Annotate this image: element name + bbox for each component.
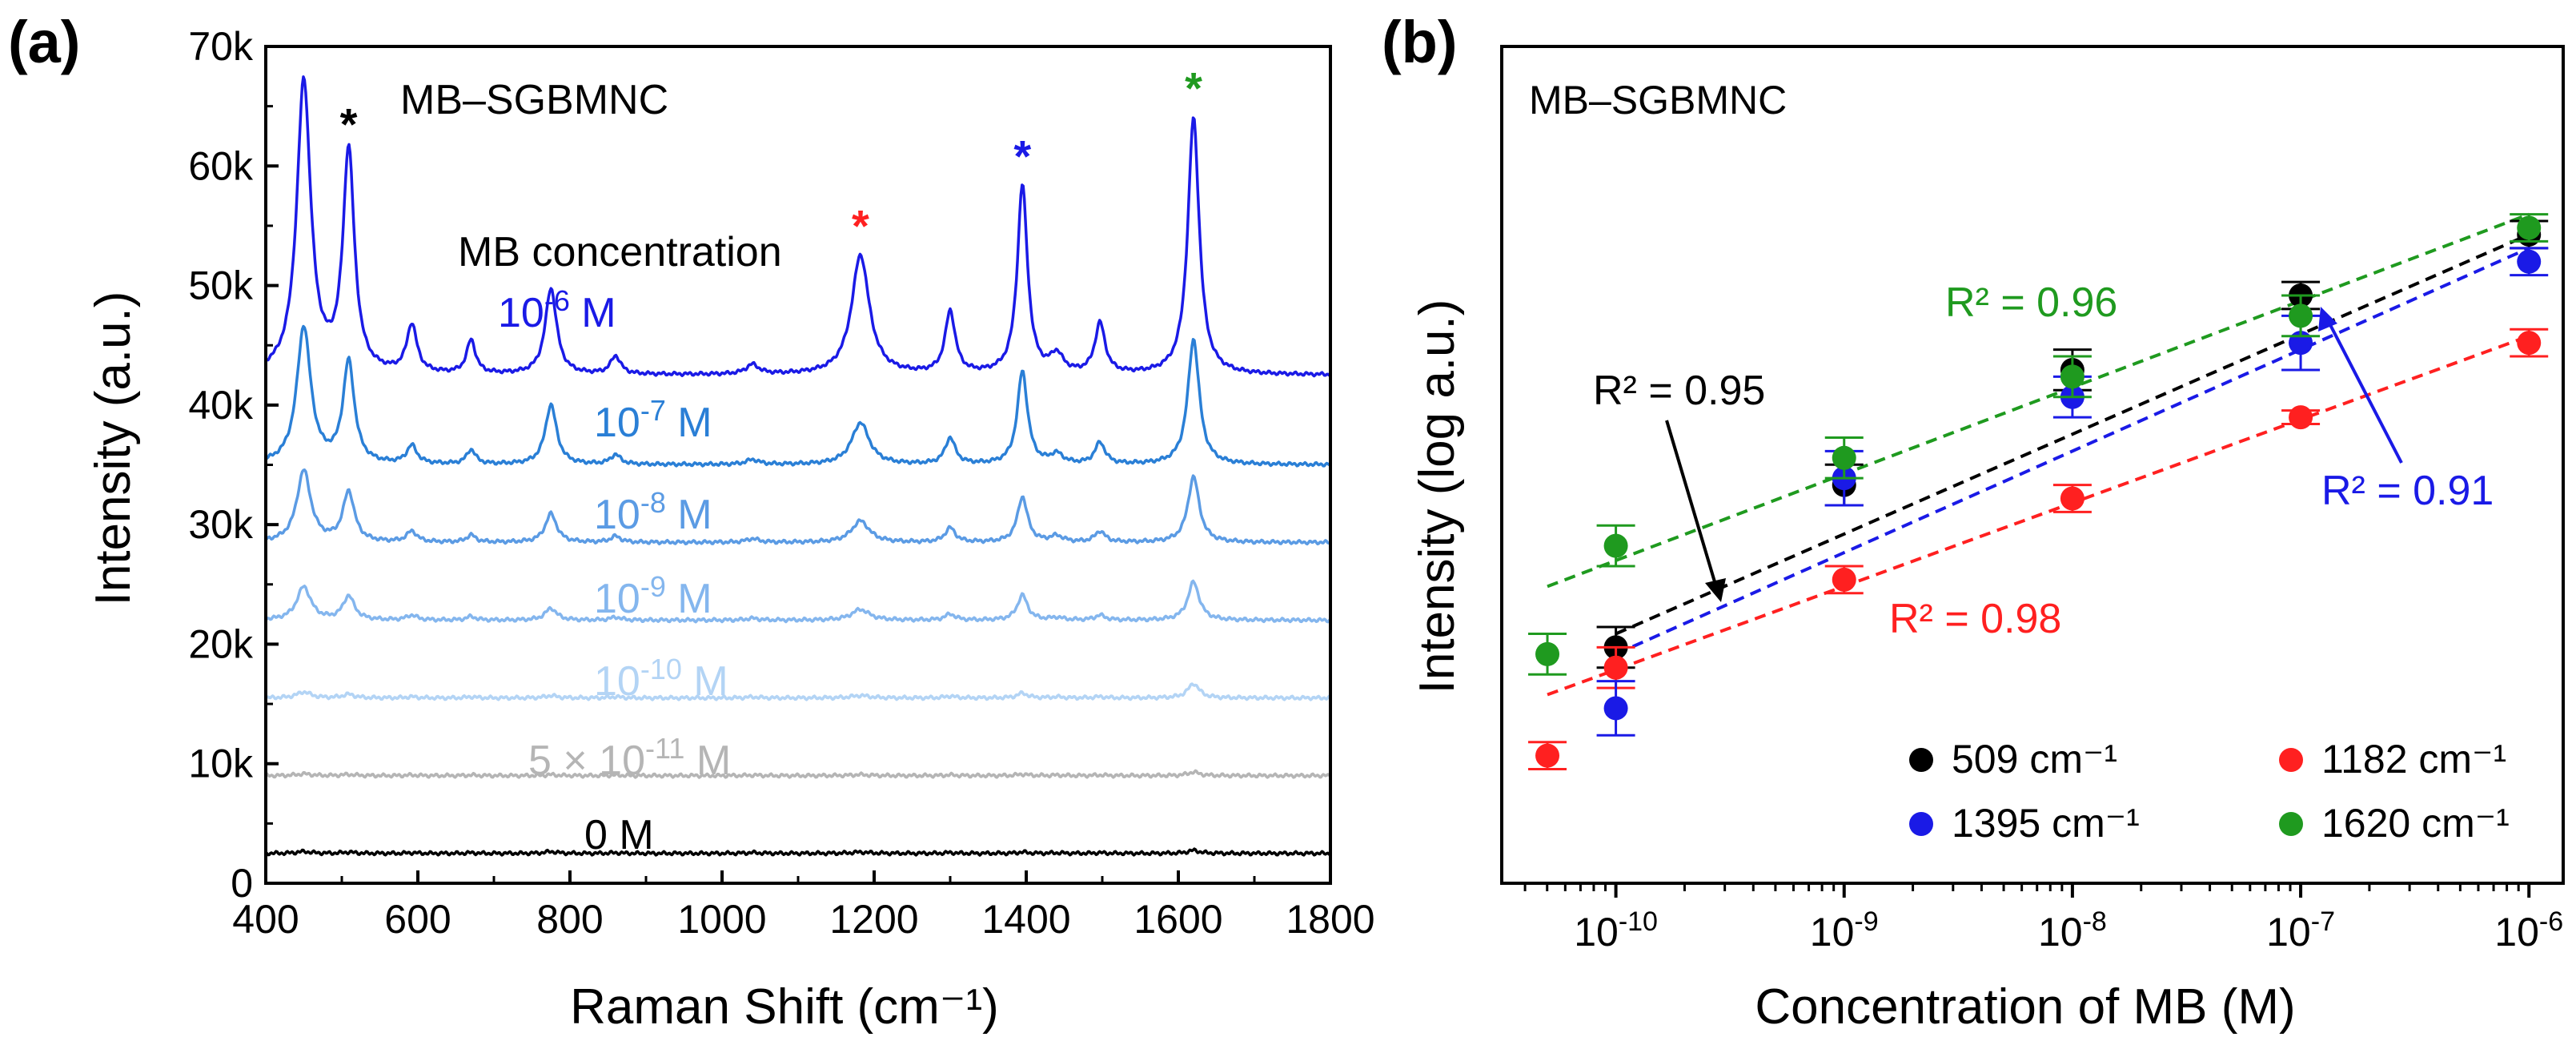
y-axis-label: Intensity (log a.u.) — [1410, 299, 1465, 694]
panel-b-label: (b) — [1382, 9, 1458, 75]
legend-marker — [1909, 748, 1933, 772]
data-points — [1528, 213, 2549, 770]
axis-ticks: 400 600 800 1000 1200 1400 1600 1800 0 10k 20k 30k 4… — [188, 24, 1374, 942]
data-point — [1832, 567, 1856, 592]
legend-marker — [1909, 812, 1933, 836]
curve-label: 0 M — [584, 812, 654, 858]
annotation-arrows — [1665, 307, 2403, 602]
x-tick-label: 10-8 — [2038, 906, 2107, 955]
arrow-509 — [1665, 420, 1719, 593]
legend-marker — [2279, 748, 2303, 772]
data-point — [1603, 533, 1628, 558]
panel-a-title: MB–SGBMNC — [400, 77, 668, 123]
y-tick-label: 40k — [188, 383, 254, 428]
data-point — [2289, 405, 2313, 430]
legend-label: 1620 cm⁻¹ — [2321, 801, 2510, 846]
data-point — [1535, 641, 1560, 666]
x-tick-label: 10-7 — [2266, 906, 2335, 955]
curve-label: 10-6 M — [498, 284, 616, 337]
spectrum-line — [265, 75, 1331, 378]
data-point — [2517, 249, 2542, 274]
r2-label-1620: R² = 0.96 — [1945, 279, 2117, 326]
arrowhead-1395 — [2318, 307, 2337, 332]
x-axis-label: Raman Shift (cm⁻¹) — [570, 979, 999, 1035]
y-tick-label: 50k — [188, 263, 254, 308]
spectrum-line — [265, 769, 1331, 779]
panel-b: (b) Intensity (log a.u.) Concentration o… — [1382, 9, 2565, 1035]
y-tick-label: 10k — [188, 742, 254, 786]
x-tick-label: 800 — [536, 897, 603, 942]
x-axis-label: Concentration of MB (M) — [1755, 979, 2295, 1035]
r2-label-1395: R² = 0.91 — [2321, 468, 2494, 514]
curve-label: 10-9 M — [594, 570, 712, 623]
spectrum-line — [265, 468, 1331, 546]
plot-frame — [264, 45, 1332, 885]
y-tick-label: 60k — [188, 143, 254, 188]
peak-asterisk: * — [1013, 131, 1031, 182]
fit-line — [1547, 212, 2530, 589]
r2-label-509: R² = 0.95 — [1593, 368, 1765, 414]
x-tick-label: 1400 — [981, 897, 1070, 942]
y-tick-label: 0 — [231, 861, 253, 906]
spectra-curves — [264, 75, 1331, 857]
legend-label: 509 cm⁻¹ — [1952, 737, 2117, 782]
curve-label: 5 × 10-11 M — [528, 732, 731, 785]
data-point — [2517, 331, 2542, 356]
legend-label: 1182 cm⁻¹ — [2321, 737, 2506, 782]
panel-b-title: MB–SGBMNC — [1529, 78, 1787, 123]
spectrum-line — [264, 682, 1330, 701]
spectrum-line — [265, 579, 1331, 624]
y-tick-label: 30k — [188, 502, 254, 547]
peak-asterisk: * — [1185, 63, 1202, 114]
x-tick-label: 1600 — [1134, 897, 1222, 942]
panel-a: (a) Intensity (a.u.) Raman Shift (cm⁻¹) … — [8, 9, 1375, 1035]
panel-a-label: (a) — [8, 9, 80, 75]
spectrum-line — [265, 324, 1331, 468]
y-tick-label: 20k — [188, 621, 254, 666]
data-point — [1603, 696, 1628, 721]
data-point — [2289, 303, 2313, 328]
curve-labels: 10-6 M 10-7 M 10-8 M 10-9 M 10-10 M 5 × 10-11… — [498, 284, 731, 859]
data-point — [2060, 486, 2084, 511]
curve-label: 10-7 M — [594, 394, 712, 447]
r2-label-1182: R² = 0.98 — [1889, 596, 2061, 642]
data-point — [1832, 445, 1856, 470]
legend-label: 1395 cm⁻¹ — [1952, 801, 2140, 846]
data-point — [2060, 364, 2084, 389]
y-axis-label: Intensity (a.u.) — [86, 291, 141, 606]
spectrum-line — [264, 847, 1331, 857]
curve-label: 10-10 M — [594, 653, 728, 705]
fit-line — [1615, 233, 2530, 636]
legend: 509 cm⁻¹ 1182 cm⁻¹ 1395 cm⁻¹ 1620 cm⁻¹ — [1909, 737, 2510, 846]
axis-ticks: 10-10 10-9 10-8 10-7 10-6 — [1523, 883, 2563, 955]
arrow-1395 — [2325, 316, 2403, 464]
peak-markers: * * * * — [340, 63, 1202, 251]
x-tick-label: 10-10 — [1574, 906, 1658, 955]
x-tick-label: 1800 — [1286, 897, 1374, 942]
peak-asterisk: * — [340, 98, 358, 149]
concentration-header: MB concentration — [458, 229, 782, 275]
data-point — [1535, 743, 1560, 768]
y-axis-label-text: Intensity (a.u.) — [86, 291, 141, 606]
arrowhead-509 — [1705, 578, 1726, 602]
plot-frame — [1500, 45, 2565, 885]
x-tick-label: 10-9 — [1810, 906, 1879, 955]
data-point — [2517, 215, 2542, 240]
curve-label: 10-8 M — [594, 486, 712, 539]
y-tick-label: 70k — [188, 24, 254, 69]
legend-marker — [2279, 812, 2303, 836]
data-point — [1603, 655, 1628, 680]
x-tick-label: 1000 — [677, 897, 766, 942]
x-tick-label: 400 — [232, 897, 299, 942]
x-tick-label: 1200 — [829, 897, 918, 942]
fit-line — [1615, 247, 2530, 656]
peak-asterisk: * — [852, 200, 869, 251]
x-tick-label: 10-6 — [2494, 906, 2563, 955]
x-tick-label: 600 — [384, 897, 451, 942]
